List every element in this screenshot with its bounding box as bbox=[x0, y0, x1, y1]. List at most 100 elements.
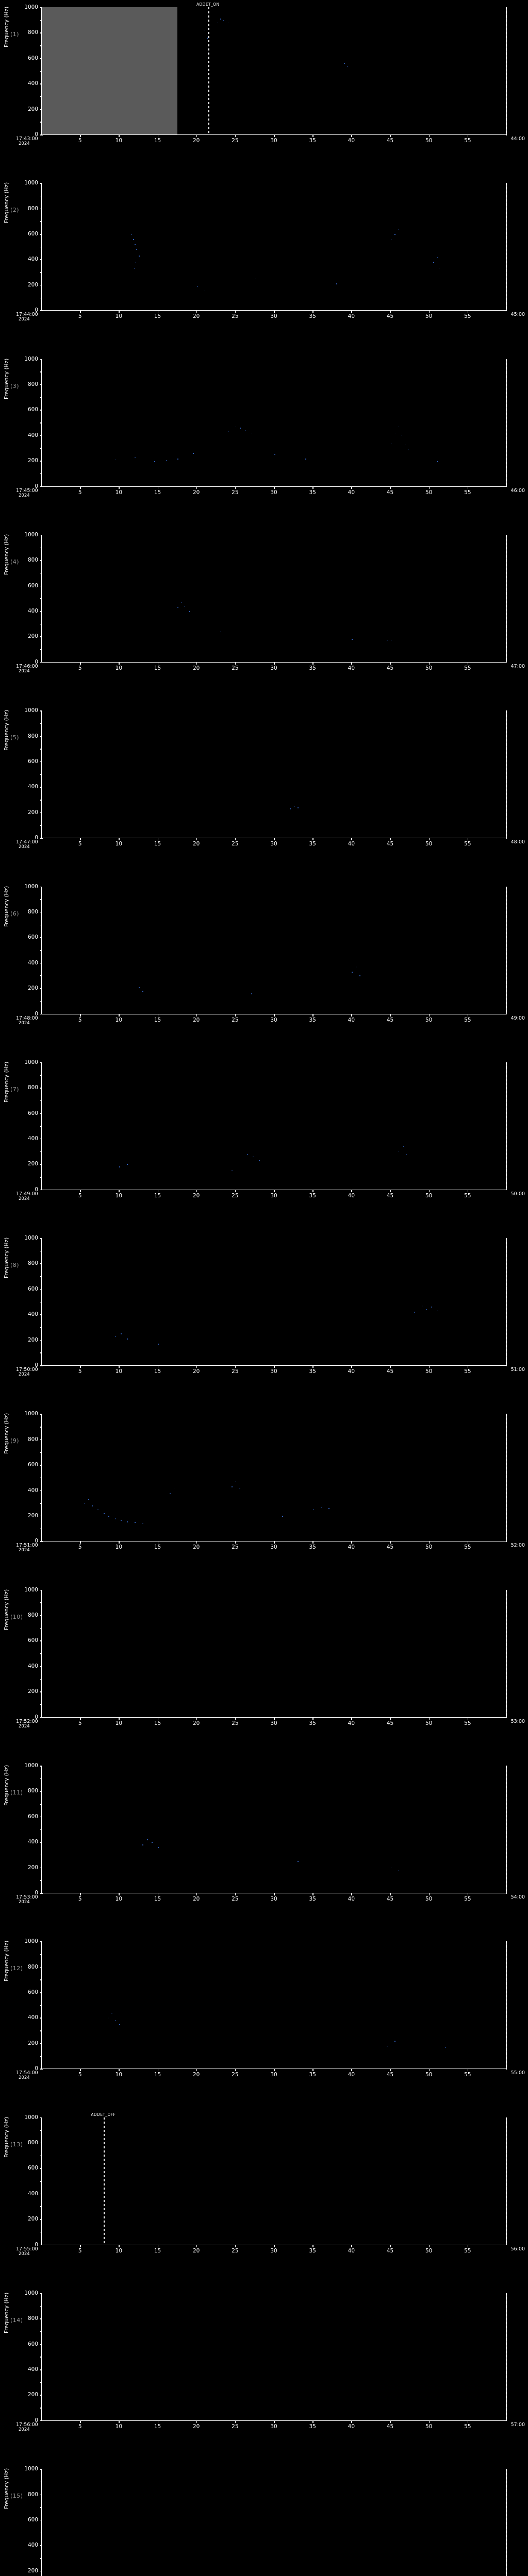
y-tick-label: 0 bbox=[35, 1538, 38, 1545]
y-tick-label: 800 bbox=[27, 1436, 38, 1443]
x-tick-mark bbox=[274, 134, 275, 137]
x-tick-mark bbox=[390, 2420, 391, 2423]
y-tick-label: 400 bbox=[27, 2190, 38, 2197]
x-tick-label: 50 bbox=[425, 2072, 433, 2078]
x-tick-mark bbox=[274, 2420, 275, 2423]
x-tick-mark bbox=[157, 1013, 158, 1016]
y-tick-mark-minor bbox=[40, 1528, 42, 1530]
x-tick-mark bbox=[235, 486, 236, 489]
y-tick-label: 400 bbox=[27, 1487, 38, 1494]
axis-time-end: 54:00 bbox=[510, 1894, 525, 1900]
panel-6: (6) Frequency (Hz) 0 200 400 600 800 1000 5 10 15 2… bbox=[0, 879, 528, 1055]
x-tick-mark bbox=[428, 2420, 430, 2423]
x-tick-mark bbox=[157, 134, 158, 137]
y-tick-mark-minor bbox=[40, 950, 42, 951]
x-tick-mark bbox=[80, 838, 81, 841]
axis-time-start: 17:53:00 bbox=[16, 1894, 38, 1900]
axis-time-start: 17:50:00 bbox=[16, 1367, 38, 1373]
y-tick-label: 0 bbox=[35, 835, 38, 841]
x-tick-mark bbox=[428, 310, 430, 313]
panel-14: (14) Frequency (Hz) 0 200 400 600 800 1000 5 10 15… bbox=[0, 2285, 528, 2462]
y-tick-mark-minor bbox=[40, 1301, 42, 1303]
x-tick-label: 15 bbox=[154, 1016, 161, 1023]
data-point bbox=[181, 602, 183, 603]
x-tick-mark bbox=[235, 310, 236, 313]
panel-13: (13) Frequency (Hz) 0 200 400 600 800 1000 ADDET… bbox=[0, 2110, 528, 2286]
x-tick-label: 45 bbox=[386, 313, 394, 320]
y-tick-mark-minor bbox=[40, 297, 42, 299]
x-tick-mark bbox=[119, 662, 120, 665]
x-tick-mark bbox=[390, 662, 391, 665]
axis-time-start: 17:49:00 bbox=[16, 1191, 38, 1197]
data-point bbox=[398, 1870, 400, 1871]
x-tick-mark bbox=[80, 1717, 81, 1720]
data-point bbox=[232, 1170, 233, 1172]
data-point bbox=[244, 430, 246, 431]
x-tick-mark bbox=[80, 2244, 81, 2247]
x-tick-mark bbox=[351, 1717, 352, 1720]
y-tick-mark-minor bbox=[40, 1427, 42, 1428]
data-point bbox=[398, 1151, 400, 1153]
x-tick-label: 50 bbox=[425, 1016, 433, 1023]
data-point bbox=[189, 611, 190, 612]
x-tick-label: 10 bbox=[115, 1544, 123, 1551]
x-tick-mark bbox=[80, 1189, 81, 1192]
y-tick-mark-minor bbox=[40, 1602, 42, 1603]
x-tick-group: 5 10 15 20 25 30 35 40 45 50 55 bbox=[41, 1893, 506, 1905]
y-tick-mark-minor bbox=[40, 473, 42, 474]
x-tick-label: 10 bbox=[115, 1368, 123, 1375]
x-tick-mark bbox=[351, 1541, 352, 1544]
y-tick-mark-minor bbox=[40, 2507, 42, 2508]
y-tick-label: 200 bbox=[27, 1336, 38, 1343]
x-tick-label: 15 bbox=[154, 1896, 161, 1902]
x-tick-label: 15 bbox=[154, 1368, 161, 1375]
x-tick-mark bbox=[235, 2420, 236, 2423]
x-tick-mark bbox=[467, 310, 469, 313]
axis-date-start: 2024 bbox=[19, 668, 30, 674]
y-tick-mark-minor bbox=[40, 397, 42, 398]
data-point bbox=[104, 1513, 105, 1514]
x-tick-label: 15 bbox=[154, 665, 161, 671]
x-tick-mark bbox=[235, 1541, 236, 1544]
y-tick-mark-minor bbox=[40, 1100, 42, 1101]
y-tick-label: 200 bbox=[27, 2392, 38, 2398]
data-point bbox=[344, 63, 345, 64]
axis-time-start: 17:54:00 bbox=[16, 2070, 38, 2076]
panel-index-label: (11) bbox=[10, 1789, 23, 1796]
x-tick-label: 40 bbox=[348, 841, 355, 848]
panel-index-label: (9) bbox=[10, 1437, 20, 1445]
edge-dashed-line bbox=[506, 1941, 507, 2070]
x-tick-mark bbox=[312, 2244, 314, 2247]
data-point bbox=[386, 2045, 388, 2047]
data-point bbox=[258, 1160, 260, 1161]
x-tick-label: 40 bbox=[348, 138, 355, 144]
panel-4: (4) Frequency (Hz) 0 200 400 600 800 1000 5 10 15 2… bbox=[0, 527, 528, 704]
x-tick-label: 50 bbox=[425, 313, 433, 320]
x-tick-mark bbox=[80, 1365, 81, 1368]
x-tick-mark bbox=[467, 838, 469, 841]
x-tick-label: 45 bbox=[386, 138, 394, 144]
x-tick-label: 10 bbox=[115, 1192, 123, 1199]
x-tick-mark bbox=[312, 2420, 314, 2423]
x-tick-label: 5 bbox=[78, 1368, 82, 1375]
x-tick-mark bbox=[119, 310, 120, 313]
x-tick-group: 5 10 15 20 25 30 35 40 45 50 55 bbox=[41, 310, 506, 323]
y-tick-mark-minor bbox=[40, 1954, 42, 1955]
x-tick-label: 30 bbox=[270, 1544, 277, 1551]
x-tick-mark bbox=[467, 1365, 469, 1368]
y-tick-mark-minor bbox=[40, 2331, 42, 2332]
axis-date-start: 2024 bbox=[19, 1900, 30, 1905]
y-tick-label: 1000 bbox=[24, 1235, 38, 1242]
edge-dashed-line bbox=[506, 2293, 507, 2421]
axis-time-end: 55:00 bbox=[510, 2070, 525, 2076]
data-point bbox=[347, 65, 348, 67]
x-tick-label: 40 bbox=[348, 1368, 355, 1375]
x-tick-label: 45 bbox=[386, 665, 394, 671]
y-tick-label: 200 bbox=[27, 106, 38, 112]
y-tick-label: 400 bbox=[27, 2542, 38, 2549]
y-tick-mark-minor bbox=[40, 1177, 42, 1178]
x-tick-label: 5 bbox=[78, 2072, 82, 2078]
data-point bbox=[177, 459, 178, 460]
